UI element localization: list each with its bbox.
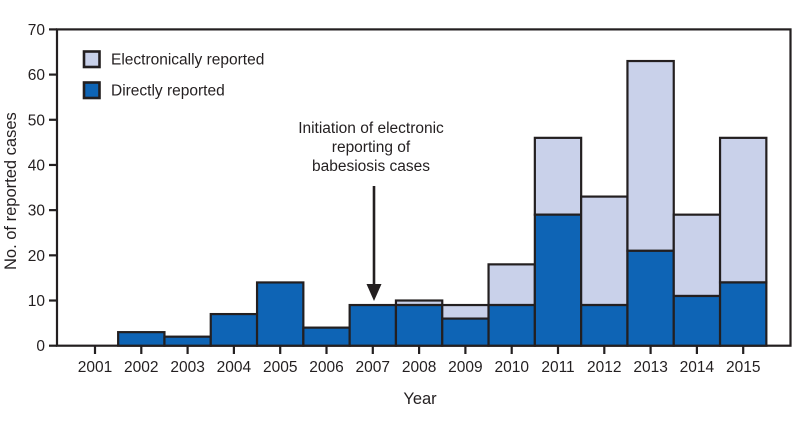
bar-segment-direct-2008	[394, 303, 444, 347]
x-tick-label-2014: 2014	[680, 359, 715, 376]
annotation-line-2: reporting of	[332, 139, 411, 156]
x-tick-label-2008: 2008	[402, 359, 436, 376]
bar-segment-direct-2011	[533, 213, 583, 347]
legend-swatch-electronically-reported	[82, 50, 101, 69]
bar-segment-direct-2009	[441, 317, 490, 347]
y-axis-ticks: 0 10 20 30 40 50 60 70	[28, 22, 57, 355]
bar-segment-electronic-2012	[580, 195, 629, 307]
bar-segment-electronic-2013	[626, 59, 675, 252]
legend-label-electronically-reported: Electronically reported	[111, 52, 264, 69]
annotation-electronic-reporting: Initiation of electronic reporting of ba…	[298, 120, 444, 301]
bar-segment-direct-2013	[626, 249, 675, 347]
x-tick-label-2002: 2002	[124, 359, 158, 376]
bar-segment-electronic-2009	[441, 303, 490, 320]
x-tick-label-2010: 2010	[494, 359, 529, 376]
legend: Electronically reported Directly reporte…	[82, 50, 264, 100]
y-tick-label-70: 70	[28, 22, 46, 39]
x-tick-label-2005: 2005	[263, 359, 297, 376]
y-tick-label-10: 10	[28, 293, 46, 310]
annotation-line-3: babesiosis cases	[312, 158, 430, 175]
x-tick-label-2009: 2009	[448, 359, 482, 376]
bar-segment-direct-2014	[672, 294, 722, 347]
bar-segment-direct-2004	[209, 312, 259, 347]
annotation-arrow-head	[366, 284, 382, 301]
legend-label-directly-reported: Directly reported	[111, 83, 225, 100]
bar-segment-direct-2003	[163, 335, 212, 347]
y-tick-label-60: 60	[28, 67, 46, 84]
bars	[117, 59, 768, 347]
bar-segment-direct-2010	[487, 303, 536, 347]
bar-segment-electronic-2015	[718, 136, 768, 284]
bar-segment-electronic-2011	[533, 136, 583, 216]
bar-segment-direct-2012	[580, 303, 629, 347]
y-tick-label-20: 20	[28, 248, 46, 265]
bar-segment-direct-2002	[117, 331, 166, 347]
x-tick-label-2013: 2013	[633, 359, 667, 376]
x-tick-label-2006: 2006	[309, 359, 343, 376]
x-axis-ticks: 2001 2002 2003 2004 2005 2006 2007 2008 2009 2010…	[78, 345, 760, 376]
x-tick-label-2012: 2012	[587, 359, 621, 376]
bar-segment-direct-2005	[255, 281, 305, 347]
x-tick-label-2001: 2001	[78, 359, 112, 376]
x-tick-label-2011: 2011	[541, 359, 574, 376]
y-tick-label-40: 40	[28, 157, 46, 174]
bar-segment-electronic-2010	[487, 263, 536, 307]
x-tick-label-2007: 2007	[356, 359, 390, 376]
x-axis-title: Year	[403, 390, 437, 408]
bar-segment-direct-2007	[348, 303, 398, 347]
y-tick-label-30: 30	[28, 203, 46, 220]
y-axis-title: No. of reported cases	[2, 112, 20, 270]
x-tick-label-2003: 2003	[170, 359, 204, 376]
legend-swatch-directly-reported	[82, 81, 101, 100]
y-tick-label-0: 0	[36, 338, 45, 355]
x-tick-label-2015: 2015	[726, 359, 760, 376]
bar-segment-direct-2015	[718, 281, 768, 347]
y-tick-label-50: 50	[28, 112, 46, 129]
bar-segment-direct-2006	[302, 326, 351, 347]
bar-segment-electronic-2014	[672, 213, 722, 298]
annotation-line-1: Initiation of electronic	[298, 120, 444, 137]
x-tick-label-2004: 2004	[217, 359, 252, 376]
